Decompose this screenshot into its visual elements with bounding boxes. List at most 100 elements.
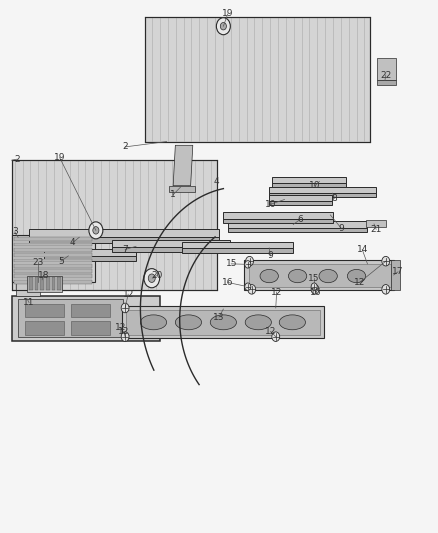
Polygon shape: [269, 195, 332, 201]
Text: 20: 20: [151, 271, 162, 280]
Text: 11: 11: [23, 298, 35, 307]
Text: 16: 16: [222, 278, 233, 287]
Polygon shape: [44, 249, 136, 256]
Polygon shape: [14, 243, 92, 246]
Circle shape: [382, 285, 390, 294]
Text: 12: 12: [123, 289, 134, 298]
Ellipse shape: [175, 315, 201, 330]
Polygon shape: [228, 221, 367, 228]
Polygon shape: [269, 187, 376, 193]
Polygon shape: [35, 277, 38, 290]
Circle shape: [148, 274, 155, 282]
Text: 13: 13: [213, 312, 225, 321]
Polygon shape: [29, 277, 32, 290]
Polygon shape: [272, 183, 346, 187]
Text: 18: 18: [38, 271, 49, 279]
Ellipse shape: [245, 315, 272, 330]
Ellipse shape: [288, 269, 307, 282]
Polygon shape: [18, 300, 123, 337]
Polygon shape: [391, 260, 400, 290]
Text: 5: 5: [58, 257, 64, 265]
Text: 15: 15: [226, 260, 237, 268]
Polygon shape: [173, 146, 193, 185]
Ellipse shape: [279, 315, 305, 330]
Text: 22: 22: [380, 70, 392, 79]
Polygon shape: [223, 212, 332, 219]
Text: 12: 12: [354, 278, 365, 287]
Polygon shape: [57, 277, 61, 290]
Polygon shape: [14, 274, 92, 278]
Circle shape: [311, 283, 317, 290]
Text: 16: 16: [310, 287, 321, 296]
Polygon shape: [112, 240, 230, 247]
Polygon shape: [27, 276, 62, 292]
Text: 4: 4: [70, 238, 75, 247]
Text: 4: 4: [214, 177, 219, 186]
Circle shape: [121, 303, 129, 313]
Text: 23: 23: [32, 258, 43, 266]
Polygon shape: [12, 160, 217, 290]
Polygon shape: [14, 269, 92, 273]
Circle shape: [220, 22, 226, 30]
Polygon shape: [25, 304, 64, 317]
Text: 2: 2: [14, 155, 20, 164]
Polygon shape: [71, 304, 110, 317]
Text: 1: 1: [170, 190, 176, 199]
Polygon shape: [269, 201, 332, 205]
Polygon shape: [29, 229, 219, 237]
Polygon shape: [145, 17, 370, 142]
Circle shape: [248, 285, 256, 294]
Polygon shape: [14, 264, 92, 268]
Text: 19: 19: [54, 153, 65, 162]
Polygon shape: [112, 247, 230, 252]
Polygon shape: [12, 235, 95, 282]
Polygon shape: [52, 277, 55, 290]
Text: 14: 14: [357, 245, 368, 254]
Polygon shape: [44, 256, 136, 261]
Text: 19: 19: [222, 10, 233, 19]
Circle shape: [93, 227, 99, 234]
Circle shape: [216, 18, 230, 35]
Circle shape: [245, 283, 251, 290]
Polygon shape: [25, 321, 64, 335]
Polygon shape: [169, 185, 195, 192]
Circle shape: [121, 332, 129, 342]
Text: 17: 17: [392, 268, 404, 276]
Text: 15: 15: [308, 273, 320, 282]
Text: 12: 12: [118, 327, 130, 336]
Polygon shape: [228, 228, 367, 232]
Circle shape: [382, 256, 390, 266]
Text: 7: 7: [122, 245, 128, 254]
Polygon shape: [12, 296, 160, 341]
Circle shape: [246, 256, 254, 266]
Polygon shape: [14, 253, 92, 257]
Ellipse shape: [210, 315, 237, 330]
Text: 9: 9: [268, 252, 273, 260]
Ellipse shape: [347, 269, 366, 282]
Circle shape: [311, 285, 319, 294]
Text: 8: 8: [332, 194, 338, 203]
Polygon shape: [269, 193, 376, 197]
Polygon shape: [377, 58, 396, 80]
Text: 10: 10: [309, 181, 321, 190]
Text: 12: 12: [115, 323, 127, 332]
Polygon shape: [14, 248, 92, 252]
Circle shape: [272, 332, 280, 342]
Polygon shape: [14, 237, 92, 241]
Polygon shape: [14, 259, 92, 262]
Polygon shape: [14, 280, 92, 284]
Polygon shape: [244, 260, 394, 290]
Circle shape: [89, 222, 103, 239]
Text: 6: 6: [297, 215, 303, 224]
Ellipse shape: [260, 269, 279, 282]
Polygon shape: [122, 306, 324, 338]
Ellipse shape: [141, 315, 166, 330]
Polygon shape: [46, 277, 49, 290]
Polygon shape: [249, 264, 391, 287]
Text: 2: 2: [122, 142, 128, 151]
Text: 10: 10: [265, 200, 276, 209]
Text: 3: 3: [12, 228, 18, 237]
Polygon shape: [71, 321, 110, 335]
Polygon shape: [182, 248, 293, 253]
Polygon shape: [29, 237, 219, 243]
